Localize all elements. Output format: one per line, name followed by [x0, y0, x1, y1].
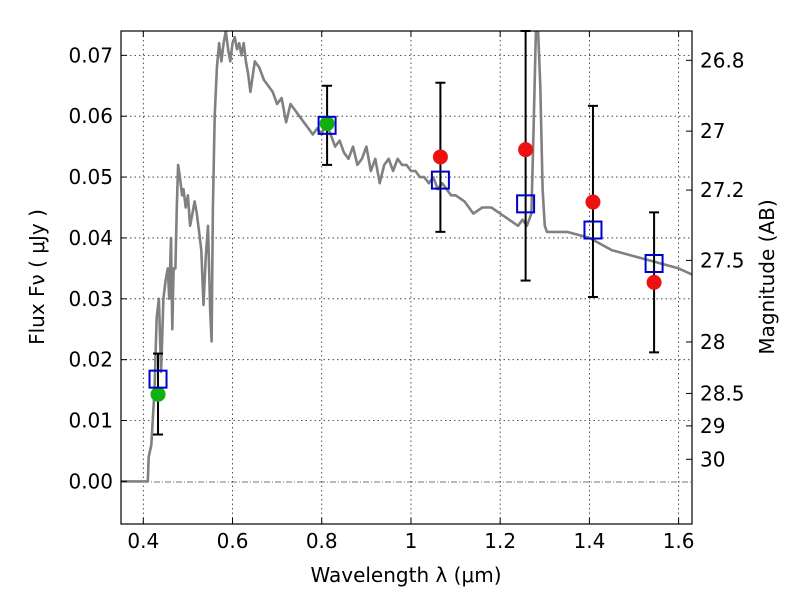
y-tick-label: 0.06 — [68, 104, 113, 128]
y-tick-label: 0.00 — [68, 469, 113, 493]
plot-frame — [120, 30, 693, 525]
y-tick-label: 0.02 — [68, 348, 113, 372]
observed-flux-point — [319, 116, 335, 132]
y2-axis-label: Magnitude (AB) — [755, 199, 779, 354]
y-tick-label: 0.03 — [68, 287, 113, 311]
model-flux-square — [148, 369, 168, 389]
y-axis-label: Flux Fν ( μJy ) — [25, 209, 49, 345]
observed-flux-point — [646, 274, 662, 290]
y2-tick-label: 26.8 — [700, 48, 745, 72]
y2-tick-label: 29 — [700, 414, 725, 438]
observed-flux-point — [585, 194, 601, 210]
x-tick-label: 1.2 — [484, 529, 516, 553]
observed-points-layer — [150, 116, 662, 402]
model-photometry-layer — [148, 115, 664, 389]
x-tick-label: 0.8 — [306, 529, 338, 553]
y-axis-ticks: 0.00 0.01 0.02 0.03 0.04 0.05 0.06 0.07 — [68, 43, 127, 493]
x-tick-label: 0.6 — [217, 529, 249, 553]
y2-tick-label: 30 — [700, 447, 725, 471]
sed-model-curve — [121, 31, 692, 483]
y-tick-label: 0.01 — [68, 409, 113, 433]
y2-tick-label: 27.2 — [700, 178, 745, 202]
model-flux-square — [644, 254, 664, 274]
x-tick-label: 1.6 — [663, 529, 695, 553]
model-flux-square — [583, 220, 603, 240]
y2-tick-label: 27.5 — [700, 248, 745, 272]
model-flux-square — [317, 115, 337, 135]
model-flux-square — [430, 170, 450, 190]
y2-axis-ticks: 26.8 27 27.2 27.5 28 28.5 29 30 — [686, 48, 745, 471]
observed-flux-point — [150, 386, 166, 402]
y-tick-label: 0.05 — [68, 165, 113, 189]
x-tick-label: 1.4 — [573, 529, 605, 553]
error-bars-layer — [153, 30, 660, 436]
observed-flux-point — [518, 142, 534, 158]
y2-tick-label: 28 — [700, 330, 725, 354]
grid-lines — [121, 31, 692, 524]
x-tick-label: 1 — [405, 529, 418, 553]
y-tick-label: 0.07 — [68, 43, 113, 67]
y-tick-label: 0.04 — [68, 226, 113, 250]
observed-flux-point — [432, 149, 448, 165]
y2-tick-label: 28.5 — [700, 381, 745, 405]
x-tick-label: 0.4 — [127, 529, 159, 553]
y2-tick-label: 27 — [700, 119, 725, 143]
x-axis-ticks: 0.4 0.6 0.8 1 1.2 1.4 1.6 — [127, 31, 695, 553]
sed-model-layer — [121, 31, 692, 483]
model-flux-square — [516, 194, 536, 214]
x-axis-label: Wavelength λ (μm) — [310, 563, 501, 587]
